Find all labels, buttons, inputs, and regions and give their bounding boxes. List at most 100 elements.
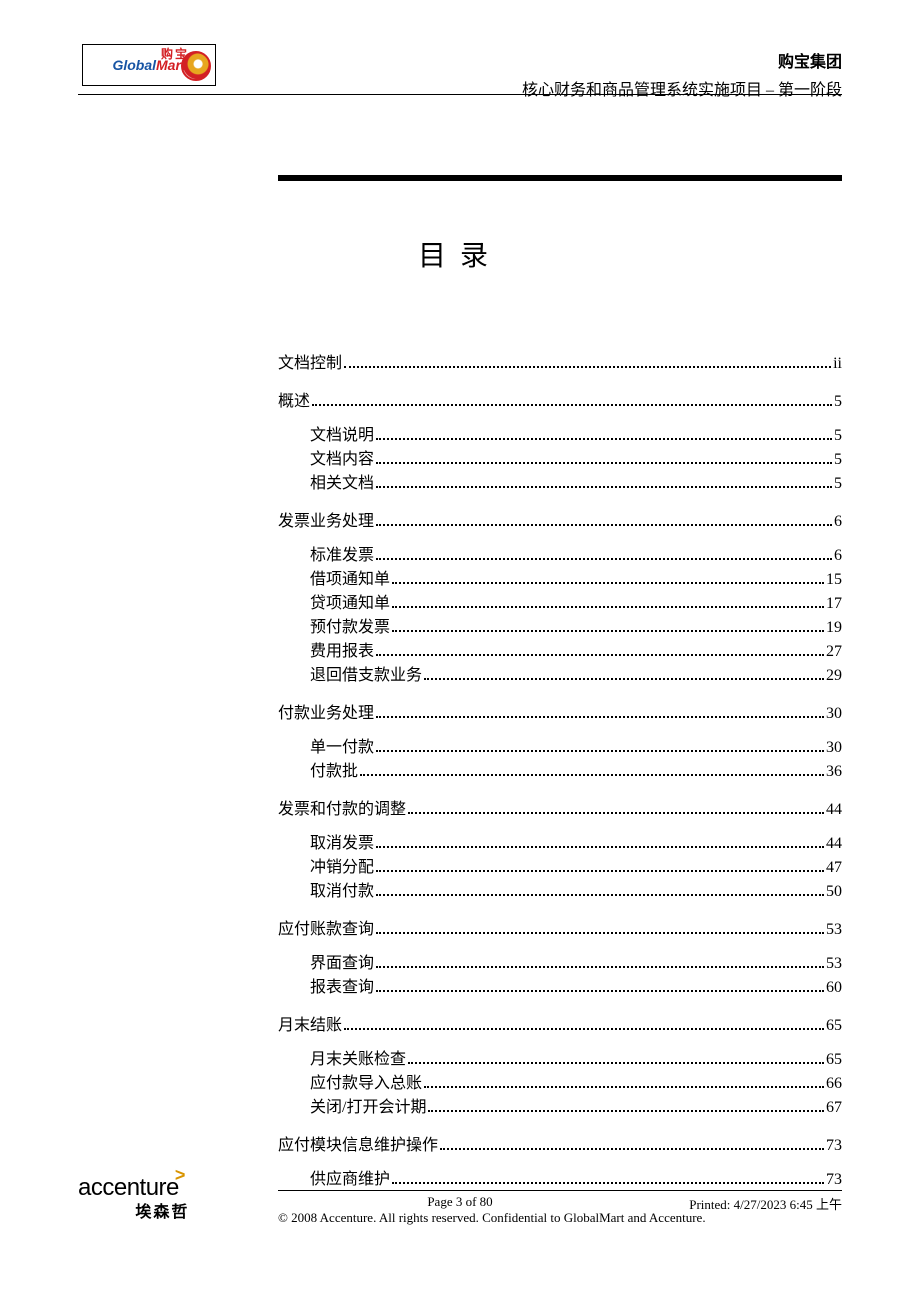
toc-entry: 费用报表27 — [278, 640, 842, 664]
toc-entry-page: 66 — [826, 1072, 842, 1096]
toc-entry: 单一付款30 — [278, 736, 842, 760]
toc-entry-label: 应付款导入总账 — [310, 1072, 422, 1096]
toc-entry: 取消发票 44 — [278, 832, 842, 856]
toc-leader — [392, 630, 824, 632]
toc-entry: 界面查询 53 — [278, 952, 842, 976]
toc-entry-page: 5 — [834, 448, 842, 472]
logo-sun-icon — [181, 51, 211, 81]
toc-entry-page: 44 — [826, 798, 842, 822]
toc-entry-label: 关闭/打开会计期 — [310, 1096, 426, 1120]
toc-entry-page: 19 — [826, 616, 842, 640]
toc-leader — [376, 524, 832, 526]
toc-leader — [376, 932, 824, 934]
toc-entry-page: 67 — [826, 1096, 842, 1120]
toc-entry-label: 预付款发票 — [310, 616, 390, 640]
toc-entry-label: 取消发票 — [310, 832, 374, 856]
toc-leader — [344, 1028, 824, 1030]
toc-entry-page: 53 — [826, 918, 842, 942]
toc-leader — [428, 1110, 824, 1112]
toc-entry-label: 文档内容 — [310, 448, 374, 472]
toc-entry-page: 5 — [834, 472, 842, 496]
toc-entry-page: 44 — [826, 832, 842, 856]
toc-entry: 退回借支款业务 29 — [278, 664, 842, 688]
toc-leader — [376, 558, 832, 560]
toc-entry: 应付款导入总账 66 — [278, 1072, 842, 1096]
toc-leader — [376, 846, 824, 848]
toc-entry-label: 供应商维护 — [310, 1168, 390, 1192]
toc-entry-label: 发票业务处理 — [278, 510, 374, 534]
toc-entry-label: 付款批 — [310, 760, 358, 784]
header-underline — [78, 94, 842, 95]
toc-entry-label: 付款业务处理 — [278, 702, 374, 726]
toc-entry-page: 65 — [826, 1048, 842, 1072]
toc-leader — [376, 654, 824, 656]
toc-leader — [376, 990, 824, 992]
toc-entry-page: 73 — [826, 1168, 842, 1192]
toc-entry-label: 借项通知单 — [310, 568, 390, 592]
footer-printed: Printed: 4/27/2023 6:45 上午 — [689, 1194, 842, 1213]
toc-entry: 发票和付款的调整 44 — [278, 798, 842, 822]
toc-entry-page: 30 — [826, 702, 842, 726]
toc-entry-page: 6 — [834, 510, 842, 534]
toc-entry-label: 界面查询 — [310, 952, 374, 976]
toc-leader — [376, 870, 824, 872]
toc-leader — [424, 678, 824, 680]
toc-entry: 标准发票6 — [278, 544, 842, 568]
toc-entry: 付款批 36 — [278, 760, 842, 784]
toc-leader — [376, 716, 824, 718]
toc-entry-label: 月末关账检查 — [310, 1048, 406, 1072]
toc-leader — [376, 894, 824, 896]
toc-leader — [312, 404, 832, 406]
toc-leader — [376, 750, 824, 752]
toc-leader — [408, 812, 824, 814]
toc-entry: 供应商维护 73 — [278, 1168, 842, 1192]
toc-entry-page: 47 — [826, 856, 842, 880]
toc-leader — [440, 1148, 824, 1150]
toc-entry-page: 53 — [826, 952, 842, 976]
toc-entry-label: 贷项通知单 — [310, 592, 390, 616]
toc-entry-label: 发票和付款的调整 — [278, 798, 406, 822]
toc-leader — [392, 1182, 824, 1184]
toc-entry: 文档控制 ii — [278, 352, 842, 376]
toc-entry: 文档说明5 — [278, 424, 842, 448]
toc-entry-page: 27 — [826, 640, 842, 664]
toc-entry: 概述5 — [278, 390, 842, 414]
toc-entry-label: 单一付款 — [310, 736, 374, 760]
thick-divider — [278, 175, 842, 181]
toc-entry-page: 60 — [826, 976, 842, 1000]
toc-entry: 月末关账检查 65 — [278, 1048, 842, 1072]
toc-entry: 报表查询60 — [278, 976, 842, 1000]
toc-entry-page: 29 — [826, 664, 842, 688]
toc-entry-page: 6 — [834, 544, 842, 568]
toc-entry-label: 文档说明 — [310, 424, 374, 448]
toc-entry-page: ii — [833, 352, 842, 376]
header-right-block: 购宝集团 核心财务和商品管理系统实施项目 – 第一阶段 — [522, 48, 842, 100]
toc-entry-label: 文档控制 — [278, 352, 342, 376]
toc-leader — [360, 774, 824, 776]
toc-entry: 取消付款50 — [278, 880, 842, 904]
toc-entry-page: 15 — [826, 568, 842, 592]
toc-entry-page: 73 — [826, 1134, 842, 1158]
toc-entry: 关闭/打开会计期 67 — [278, 1096, 842, 1120]
toc-leader — [392, 582, 824, 584]
toc-entry: 应付账款查询 53 — [278, 918, 842, 942]
table-of-contents: 文档控制ii概述5文档说明5文档内容5相关文档5发票业务处理6标准发票6借项通知… — [278, 352, 842, 1192]
toc-leader — [424, 1086, 824, 1088]
toc-entry-page: 36 — [826, 760, 842, 784]
company-name: 购宝集团 — [522, 48, 842, 72]
footer-rule — [278, 1190, 842, 1191]
project-name: 核心财务和商品管理系统实施项目 – 第一阶段 — [522, 76, 842, 100]
accenture-arrow-icon: > — [175, 1165, 186, 1185]
document-page: 购宝 GlobalMart 购宝集团 核心财务和商品管理系统实施项目 – 第一阶… — [0, 0, 920, 1301]
toc-entry: 借项通知单 15 — [278, 568, 842, 592]
toc-entry-label: 应付账款查询 — [278, 918, 374, 942]
toc-leader — [376, 462, 832, 464]
toc-entry-label: 取消付款 — [310, 880, 374, 904]
toc-entry-label: 退回借支款业务 — [310, 664, 422, 688]
toc-entry: 冲销分配47 — [278, 856, 842, 880]
toc-leader — [344, 366, 831, 368]
toc-entry: 发票业务处理 6 — [278, 510, 842, 534]
toc-entry-page: 65 — [826, 1014, 842, 1038]
toc-entry: 文档内容 5 — [278, 448, 842, 472]
toc-entry-label: 应付模块信息维护操作 — [278, 1134, 438, 1158]
